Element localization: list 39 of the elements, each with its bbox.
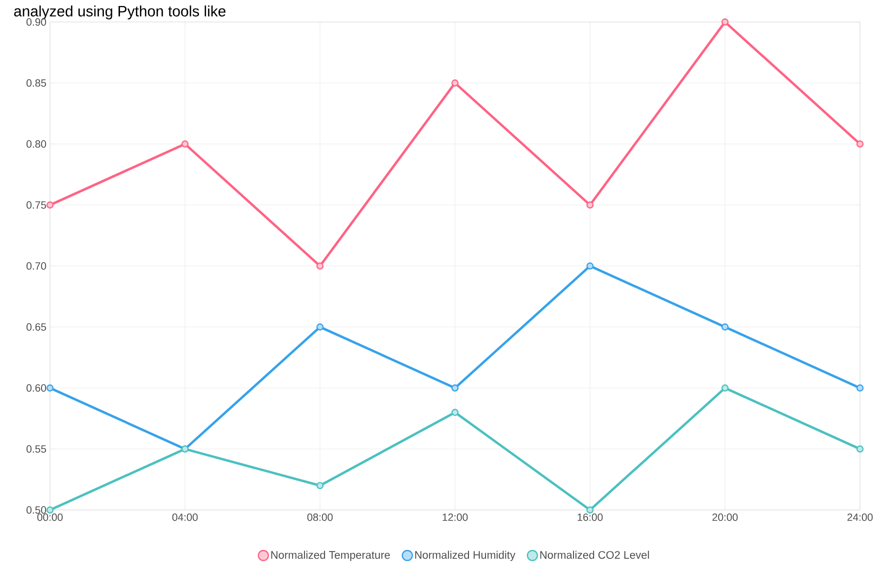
point	[316, 482, 324, 490]
legend-label: Normalized Temperature	[271, 550, 390, 561]
y-tick-label: 0.55	[26, 445, 46, 453]
point	[586, 262, 594, 270]
point	[451, 408, 459, 416]
point	[586, 506, 594, 514]
y-tick-label: 0.65	[26, 323, 46, 331]
point	[316, 262, 324, 270]
x-tick-label: 08:00	[307, 514, 333, 521]
x-tick-label: 16:00	[578, 514, 603, 521]
point	[46, 201, 54, 209]
y-tick-label: 0.50	[26, 506, 46, 514]
y-tick-label: 0.60	[26, 384, 46, 392]
point	[46, 506, 54, 514]
text: analyzed using Python tools like	[14, 6, 226, 20]
legend-label: Normalized Humidity	[415, 550, 516, 561]
point	[721, 18, 729, 26]
point	[856, 445, 864, 453]
y-tick-label: 0.90	[26, 18, 46, 26]
y-tick-label: 0.70	[26, 262, 46, 270]
legend-label: Normalized CO2 Level	[540, 550, 649, 559]
x-tick-label: 20:00	[712, 514, 738, 521]
y-tick-label: 0.75	[26, 201, 46, 209]
point	[856, 384, 864, 392]
point	[721, 323, 729, 331]
point	[46, 384, 54, 392]
x-tick-label: 04:00	[172, 514, 198, 521]
y-tick-label: 0.85	[26, 79, 46, 87]
point	[856, 140, 864, 148]
point	[181, 140, 189, 148]
point	[451, 384, 459, 392]
y-tick-label: 0.80	[26, 140, 46, 148]
point	[586, 201, 594, 209]
point	[316, 323, 324, 331]
point	[451, 79, 459, 87]
x-tick-label: 24:00	[847, 514, 873, 521]
x-tick-label: 12:00	[442, 514, 468, 521]
x-tick-label: 00:00	[37, 514, 63, 521]
point	[721, 384, 729, 392]
